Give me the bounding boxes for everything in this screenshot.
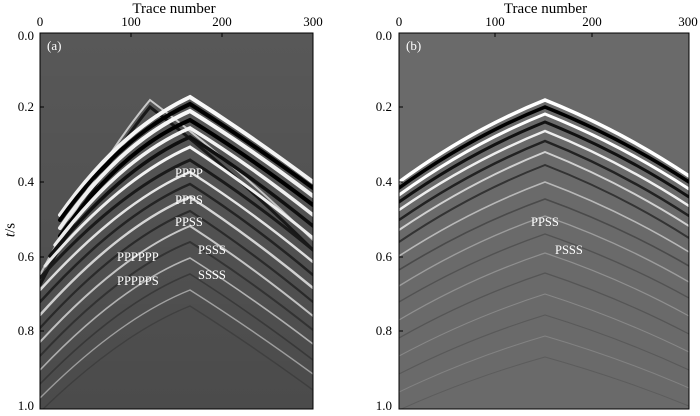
y-tick-b-3: 0.6 — [375, 249, 392, 264]
label-ppps: PPPS — [175, 193, 203, 207]
panel-b-background — [399, 33, 689, 409]
y-tick-a-0: 0.0 — [17, 28, 34, 43]
label-b-psss: PSSS — [555, 243, 583, 257]
label-pppp: PPPP — [175, 166, 203, 180]
panel-a-frame — [39, 32, 314, 410]
y-tick-b-0: 0.0 — [375, 28, 392, 43]
panel-b-tag: (b) — [406, 38, 421, 53]
panel-b-frame — [398, 32, 690, 410]
label-b-ppss: PPSS — [531, 215, 559, 229]
x-tick-b-300: 300 — [678, 14, 698, 29]
x-tick-a-300: 300 — [303, 14, 323, 29]
label-ssss: SSSS — [198, 268, 226, 282]
x-axis-title-a: Trace number — [132, 1, 216, 17]
label-ppss: PPSS — [175, 215, 203, 229]
panel-b-events: PPSS PSSS (b) — [399, 38, 689, 409]
x-tick-b-200: 200 — [582, 14, 602, 29]
x-tick-b-100: 100 — [485, 14, 505, 29]
label-psss: PSSS — [198, 243, 226, 257]
y-tick-a-5: 1.0 — [17, 398, 34, 413]
panel-a-events: PPPP PPPS PPSS PSSS SSSS PPPPPP PPPPPS (… — [40, 33, 313, 409]
y-tick-b-4: 0.8 — [375, 323, 392, 338]
x-tick-a-200: 200 — [212, 14, 232, 29]
y-tick-a-1: 0.2 — [17, 99, 34, 114]
y-tick-a-2: 0.4 — [17, 174, 34, 189]
label-ppppps: PPPPPS — [117, 274, 159, 288]
x-tick-b-0: 0 — [395, 14, 403, 29]
tick-marks — [40, 33, 593, 332]
y-tick-a-4: 0.8 — [17, 323, 34, 338]
y-tick-b-1: 0.2 — [375, 99, 392, 114]
y-tick-b-5: 1.0 — [375, 398, 392, 413]
x-tick-a-100: 100 — [121, 14, 141, 29]
panel-a-tag: (a) — [47, 38, 61, 53]
y-tick-b-2: 0.4 — [375, 174, 392, 189]
label-pppppp: PPPPPP — [117, 250, 159, 264]
y-tick-a-3: 0.6 — [17, 249, 34, 264]
x-tick-a-0: 0 — [36, 14, 44, 29]
x-axis-title-b: Trace number — [503, 1, 588, 17]
